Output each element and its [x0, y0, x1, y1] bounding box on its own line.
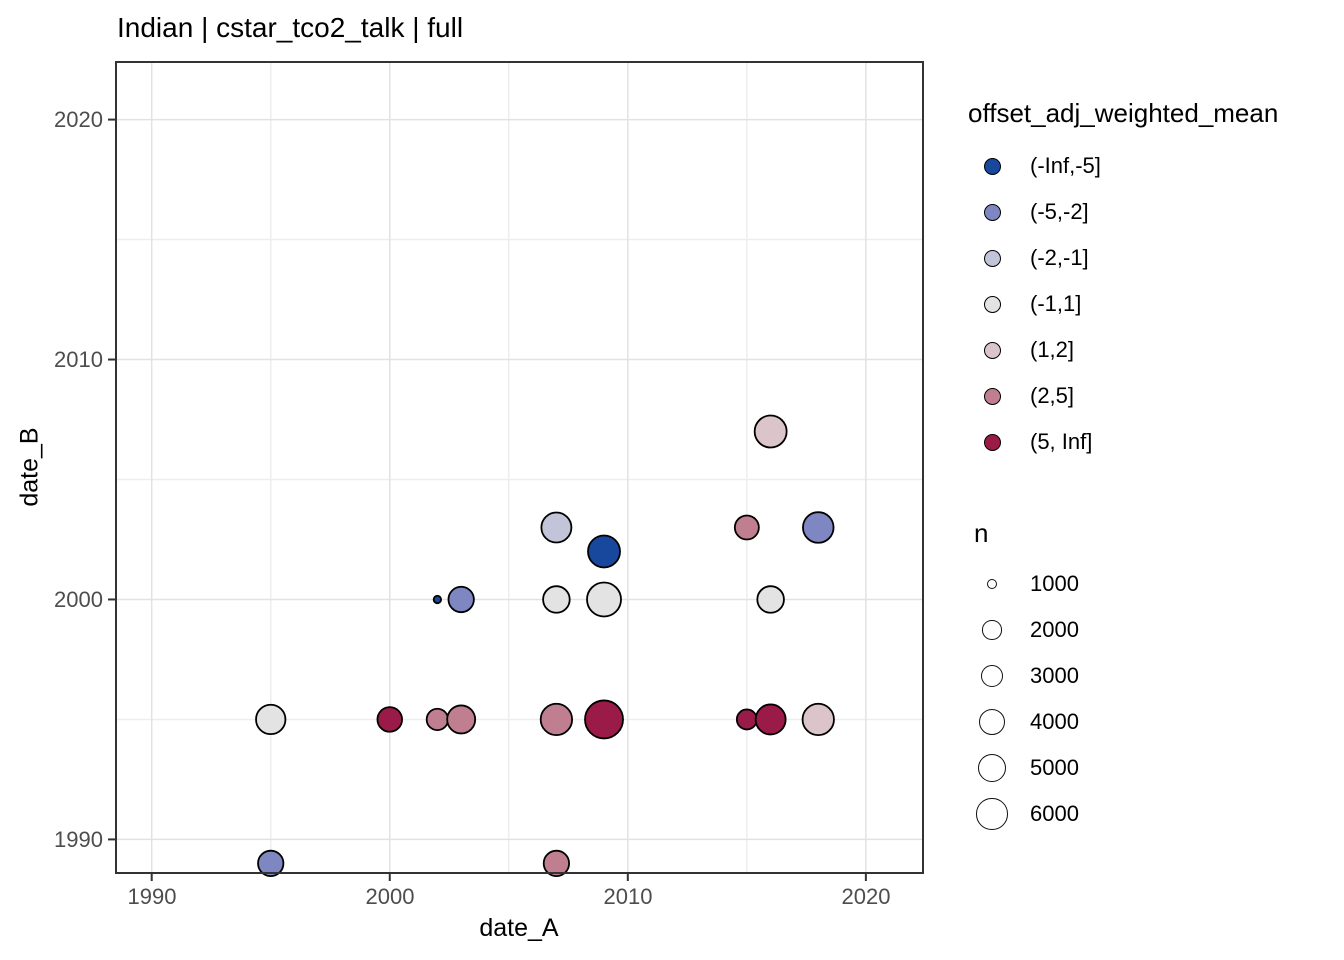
y-tick-label: 2000	[54, 587, 103, 612]
color-legend-item: (-Inf,-5]	[968, 143, 1338, 189]
size-legend-label: 3000	[1030, 663, 1079, 688]
data-point	[756, 585, 785, 614]
legend-key-dot-icon	[983, 433, 1001, 451]
data-point	[587, 534, 621, 569]
data-point	[432, 594, 442, 605]
data-point	[447, 585, 475, 614]
color-legend-item: (2,5]	[968, 373, 1338, 419]
color-legend-item: (-2,-1]	[968, 235, 1338, 281]
color-legend-item: (-1,1]	[968, 281, 1338, 327]
color-legend-title: offset_adj_weighted_mean	[968, 98, 1279, 128]
color-legend: offset_adj_weighted_mean (-Inf,-5] (-5,-…	[968, 98, 1338, 465]
color-legend-label: (-Inf,-5]	[1030, 153, 1101, 178]
legend-key-dot-icon	[983, 157, 1001, 175]
size-legend-label: 2000	[1030, 617, 1079, 642]
data-point	[753, 414, 788, 449]
size-legend: n 1000 2000 3000 4000 5000 6000	[968, 518, 1338, 837]
data-point	[376, 706, 403, 733]
color-legend-item: (1,2]	[968, 327, 1338, 373]
x-tick-label: 2020	[841, 884, 891, 909]
color-legend-item: (-5,-2]	[968, 189, 1338, 235]
legend-key-dot-icon	[983, 295, 1001, 313]
data-point	[754, 703, 787, 736]
legend-size-circle-icon	[977, 753, 1007, 783]
legend-key-dot-icon	[983, 203, 1001, 221]
legend-size-circle-icon	[980, 664, 1004, 688]
legend-key-dot-icon	[983, 387, 1001, 405]
legend-key-dot-icon	[983, 249, 1001, 267]
x-tick-label: 1990	[127, 884, 177, 909]
color-legend-label: (1,2]	[1030, 337, 1075, 362]
color-legend-item: (5, Inf]	[968, 419, 1338, 465]
data-point	[586, 581, 622, 618]
data-point	[801, 702, 835, 737]
data-point	[802, 511, 835, 544]
data-point	[542, 585, 571, 614]
size-legend-label: 6000	[1030, 801, 1079, 826]
size-legend-item: 2000	[968, 607, 1338, 653]
size-legend-item: 1000	[968, 561, 1338, 607]
plot-title: Indian | cstar_tco2_talk | full	[117, 12, 464, 43]
legend-key-dot-icon	[983, 341, 1001, 359]
data-point	[584, 699, 624, 740]
legend-size-circle-icon	[976, 798, 1008, 830]
legend-size-circle-icon	[986, 578, 998, 590]
size-legend-item: 3000	[968, 653, 1338, 699]
x-axis-title: date_A	[479, 914, 559, 942]
color-legend-label: (5, Inf]	[1030, 429, 1093, 454]
y-tick-label: 2020	[54, 107, 103, 132]
legend-size-circle-icon	[979, 709, 1005, 735]
x-tick-label: 2010	[603, 884, 653, 909]
data-point	[540, 511, 573, 544]
color-legend-label: (-1,1]	[1030, 291, 1082, 316]
panel-border	[115, 61, 924, 874]
data-point	[542, 849, 570, 878]
data-point	[733, 514, 760, 541]
data-point	[425, 707, 449, 732]
data-point	[255, 703, 287, 736]
color-legend-label: (-5,-2]	[1030, 199, 1089, 224]
size-legend-item: 6000	[968, 791, 1338, 837]
y-tick-label: 2010	[54, 347, 103, 372]
size-legend-item: 4000	[968, 699, 1338, 745]
color-legend-label: (-2,-1]	[1030, 245, 1089, 270]
color-legend-label: (2,5]	[1030, 383, 1075, 408]
size-legend-label: 1000	[1030, 571, 1079, 596]
y-tick-label: 1990	[54, 827, 103, 852]
data-point	[257, 849, 285, 878]
x-tick-label: 2000	[365, 884, 415, 909]
legend-size-circle-icon	[982, 620, 1002, 640]
data-point	[539, 702, 573, 737]
data-point	[446, 704, 477, 735]
y-axis-title: date_B	[15, 427, 44, 507]
data-point	[735, 708, 758, 731]
size-legend-label: 4000	[1030, 709, 1079, 734]
size-legend-title: n	[974, 518, 989, 548]
size-legend-item: 5000	[968, 745, 1338, 791]
size-legend-label: 5000	[1030, 755, 1079, 780]
